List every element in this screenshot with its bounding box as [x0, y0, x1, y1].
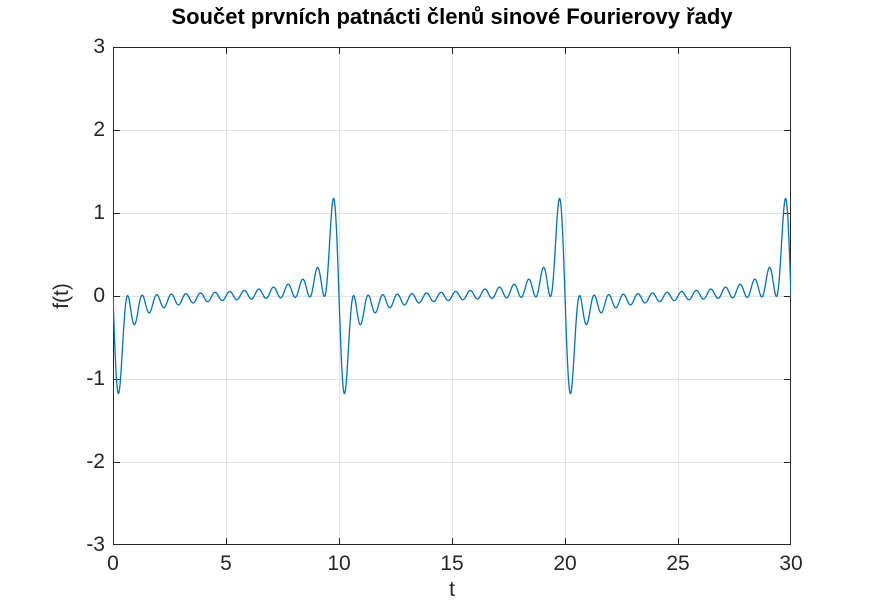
y-tick-label: 3 [93, 35, 105, 58]
x-tick-label: 5 [220, 552, 232, 575]
y-tick-label: -3 [86, 533, 105, 556]
x-tick-label: 20 [553, 552, 577, 575]
chart-title: Součet prvních patnácti členů sinové Fou… [171, 4, 733, 29]
fourier-series-plot-canvas [113, 47, 791, 545]
y-axis-label: f(t) [50, 283, 73, 309]
x-tick-label: 10 [327, 552, 351, 575]
x-tick-label: 25 [666, 552, 690, 575]
x-axis-label: t [449, 578, 455, 601]
x-tick-label: 0 [107, 552, 119, 575]
y-tick-label: 1 [93, 201, 105, 224]
y-tick-label: 2 [93, 118, 105, 141]
plot-area [113, 47, 791, 545]
x-tick-label: 30 [779, 552, 803, 575]
y-tick-label: -2 [86, 450, 105, 473]
y-tick-label: 0 [93, 284, 105, 307]
x-tick-label: 15 [440, 552, 464, 575]
y-tick-label: -1 [86, 367, 105, 390]
